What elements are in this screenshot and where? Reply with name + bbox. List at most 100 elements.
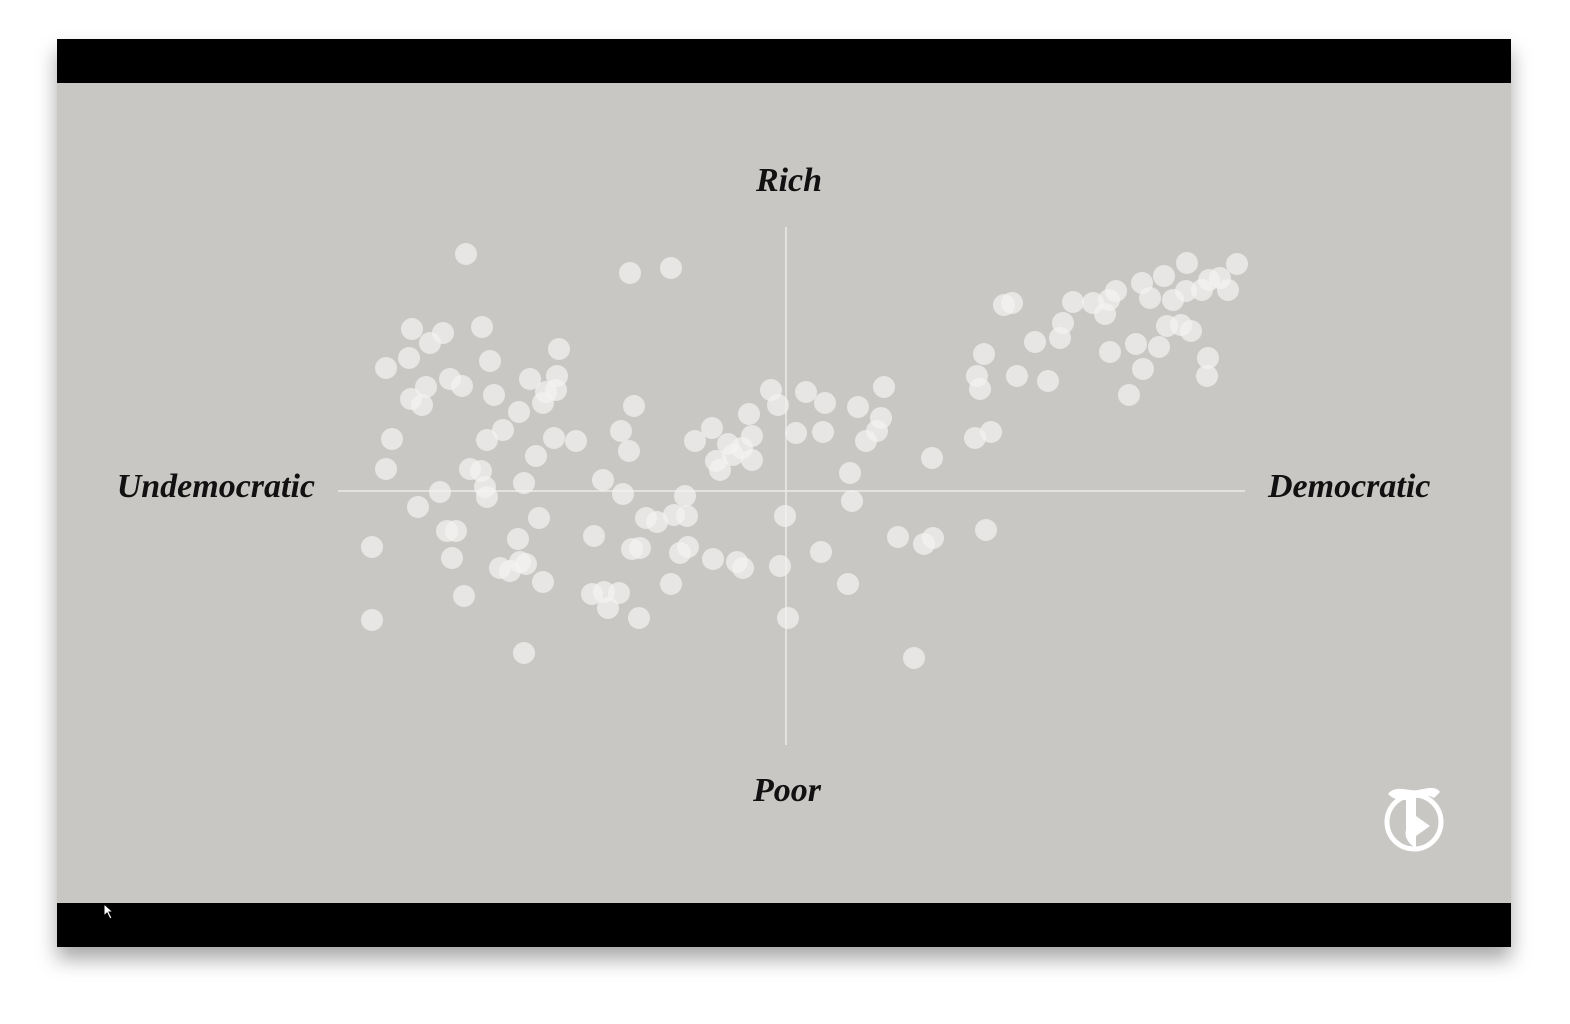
- point: [966, 365, 988, 387]
- point: [1132, 358, 1154, 380]
- point: [476, 486, 498, 508]
- point: [1170, 314, 1192, 336]
- point: [612, 483, 634, 505]
- point: [565, 430, 587, 452]
- point: [519, 368, 541, 390]
- point: [1006, 365, 1028, 387]
- point: [855, 430, 877, 452]
- point: [618, 440, 640, 462]
- point: [441, 547, 463, 569]
- point: [492, 419, 514, 441]
- point: [774, 505, 796, 527]
- cursor: [103, 902, 115, 920]
- point: [583, 525, 605, 547]
- point: [785, 422, 807, 444]
- point: [483, 384, 505, 406]
- point: [795, 381, 817, 403]
- point: [476, 429, 498, 451]
- point: [741, 449, 763, 471]
- point: [525, 445, 547, 467]
- point: [548, 338, 570, 360]
- point: [419, 332, 441, 354]
- point: [528, 507, 550, 529]
- point: [1148, 336, 1170, 358]
- point: [980, 421, 1002, 443]
- point: [628, 607, 650, 629]
- point: [415, 376, 437, 398]
- point: [619, 262, 641, 284]
- point: [1024, 331, 1046, 353]
- point: [732, 557, 754, 579]
- point: [375, 458, 397, 480]
- point: [777, 607, 799, 629]
- point: [660, 573, 682, 595]
- scatter-chart: [338, 227, 1248, 745]
- point: [1037, 370, 1059, 392]
- point: [398, 347, 420, 369]
- point: [646, 511, 668, 533]
- point: [1217, 279, 1239, 301]
- point: [361, 609, 383, 631]
- point: [513, 472, 535, 494]
- point: [701, 417, 723, 439]
- point: [1139, 287, 1161, 309]
- point: [1001, 292, 1023, 314]
- point: [381, 428, 403, 450]
- point: [837, 573, 859, 595]
- bottom-label: Poor: [752, 772, 822, 809]
- point: [1176, 252, 1198, 274]
- point: [508, 401, 530, 423]
- point: [709, 459, 731, 481]
- point: [847, 396, 869, 418]
- point: [401, 318, 423, 340]
- point: [610, 420, 632, 442]
- point: [532, 571, 554, 593]
- point: [453, 585, 475, 607]
- left-label: Undemocratic: [117, 468, 315, 505]
- point: [361, 536, 383, 558]
- point: [1153, 265, 1175, 287]
- point: [507, 528, 529, 550]
- point: [532, 392, 554, 414]
- point: [1105, 280, 1127, 302]
- point: [411, 394, 433, 416]
- point: [873, 376, 895, 398]
- point: [676, 505, 698, 527]
- point: [479, 350, 501, 372]
- point: [810, 541, 832, 563]
- video-frame: [57, 83, 1511, 903]
- point: [1226, 253, 1248, 275]
- point: [769, 555, 791, 577]
- point: [702, 548, 724, 570]
- point: [887, 526, 909, 548]
- point: [839, 462, 861, 484]
- point: [973, 343, 995, 365]
- point: [1162, 289, 1184, 311]
- point: [767, 394, 789, 416]
- point: [684, 430, 706, 452]
- point: [513, 642, 535, 664]
- point: [629, 537, 651, 559]
- point: [592, 469, 614, 491]
- point: [1196, 365, 1218, 387]
- point: [921, 447, 943, 469]
- right-label: Democratic: [1267, 468, 1430, 505]
- point: [597, 597, 619, 619]
- point: [429, 481, 451, 503]
- point: [1197, 347, 1219, 369]
- point: [741, 425, 763, 447]
- point: [451, 375, 473, 397]
- point: [669, 542, 691, 564]
- point: [515, 553, 537, 575]
- point: [674, 485, 696, 507]
- point: [812, 421, 834, 443]
- point: [975, 519, 997, 541]
- point: [660, 257, 682, 279]
- point: [445, 520, 467, 542]
- point: [543, 427, 565, 449]
- point: [623, 395, 645, 417]
- point: [455, 243, 477, 265]
- point: [1118, 384, 1140, 406]
